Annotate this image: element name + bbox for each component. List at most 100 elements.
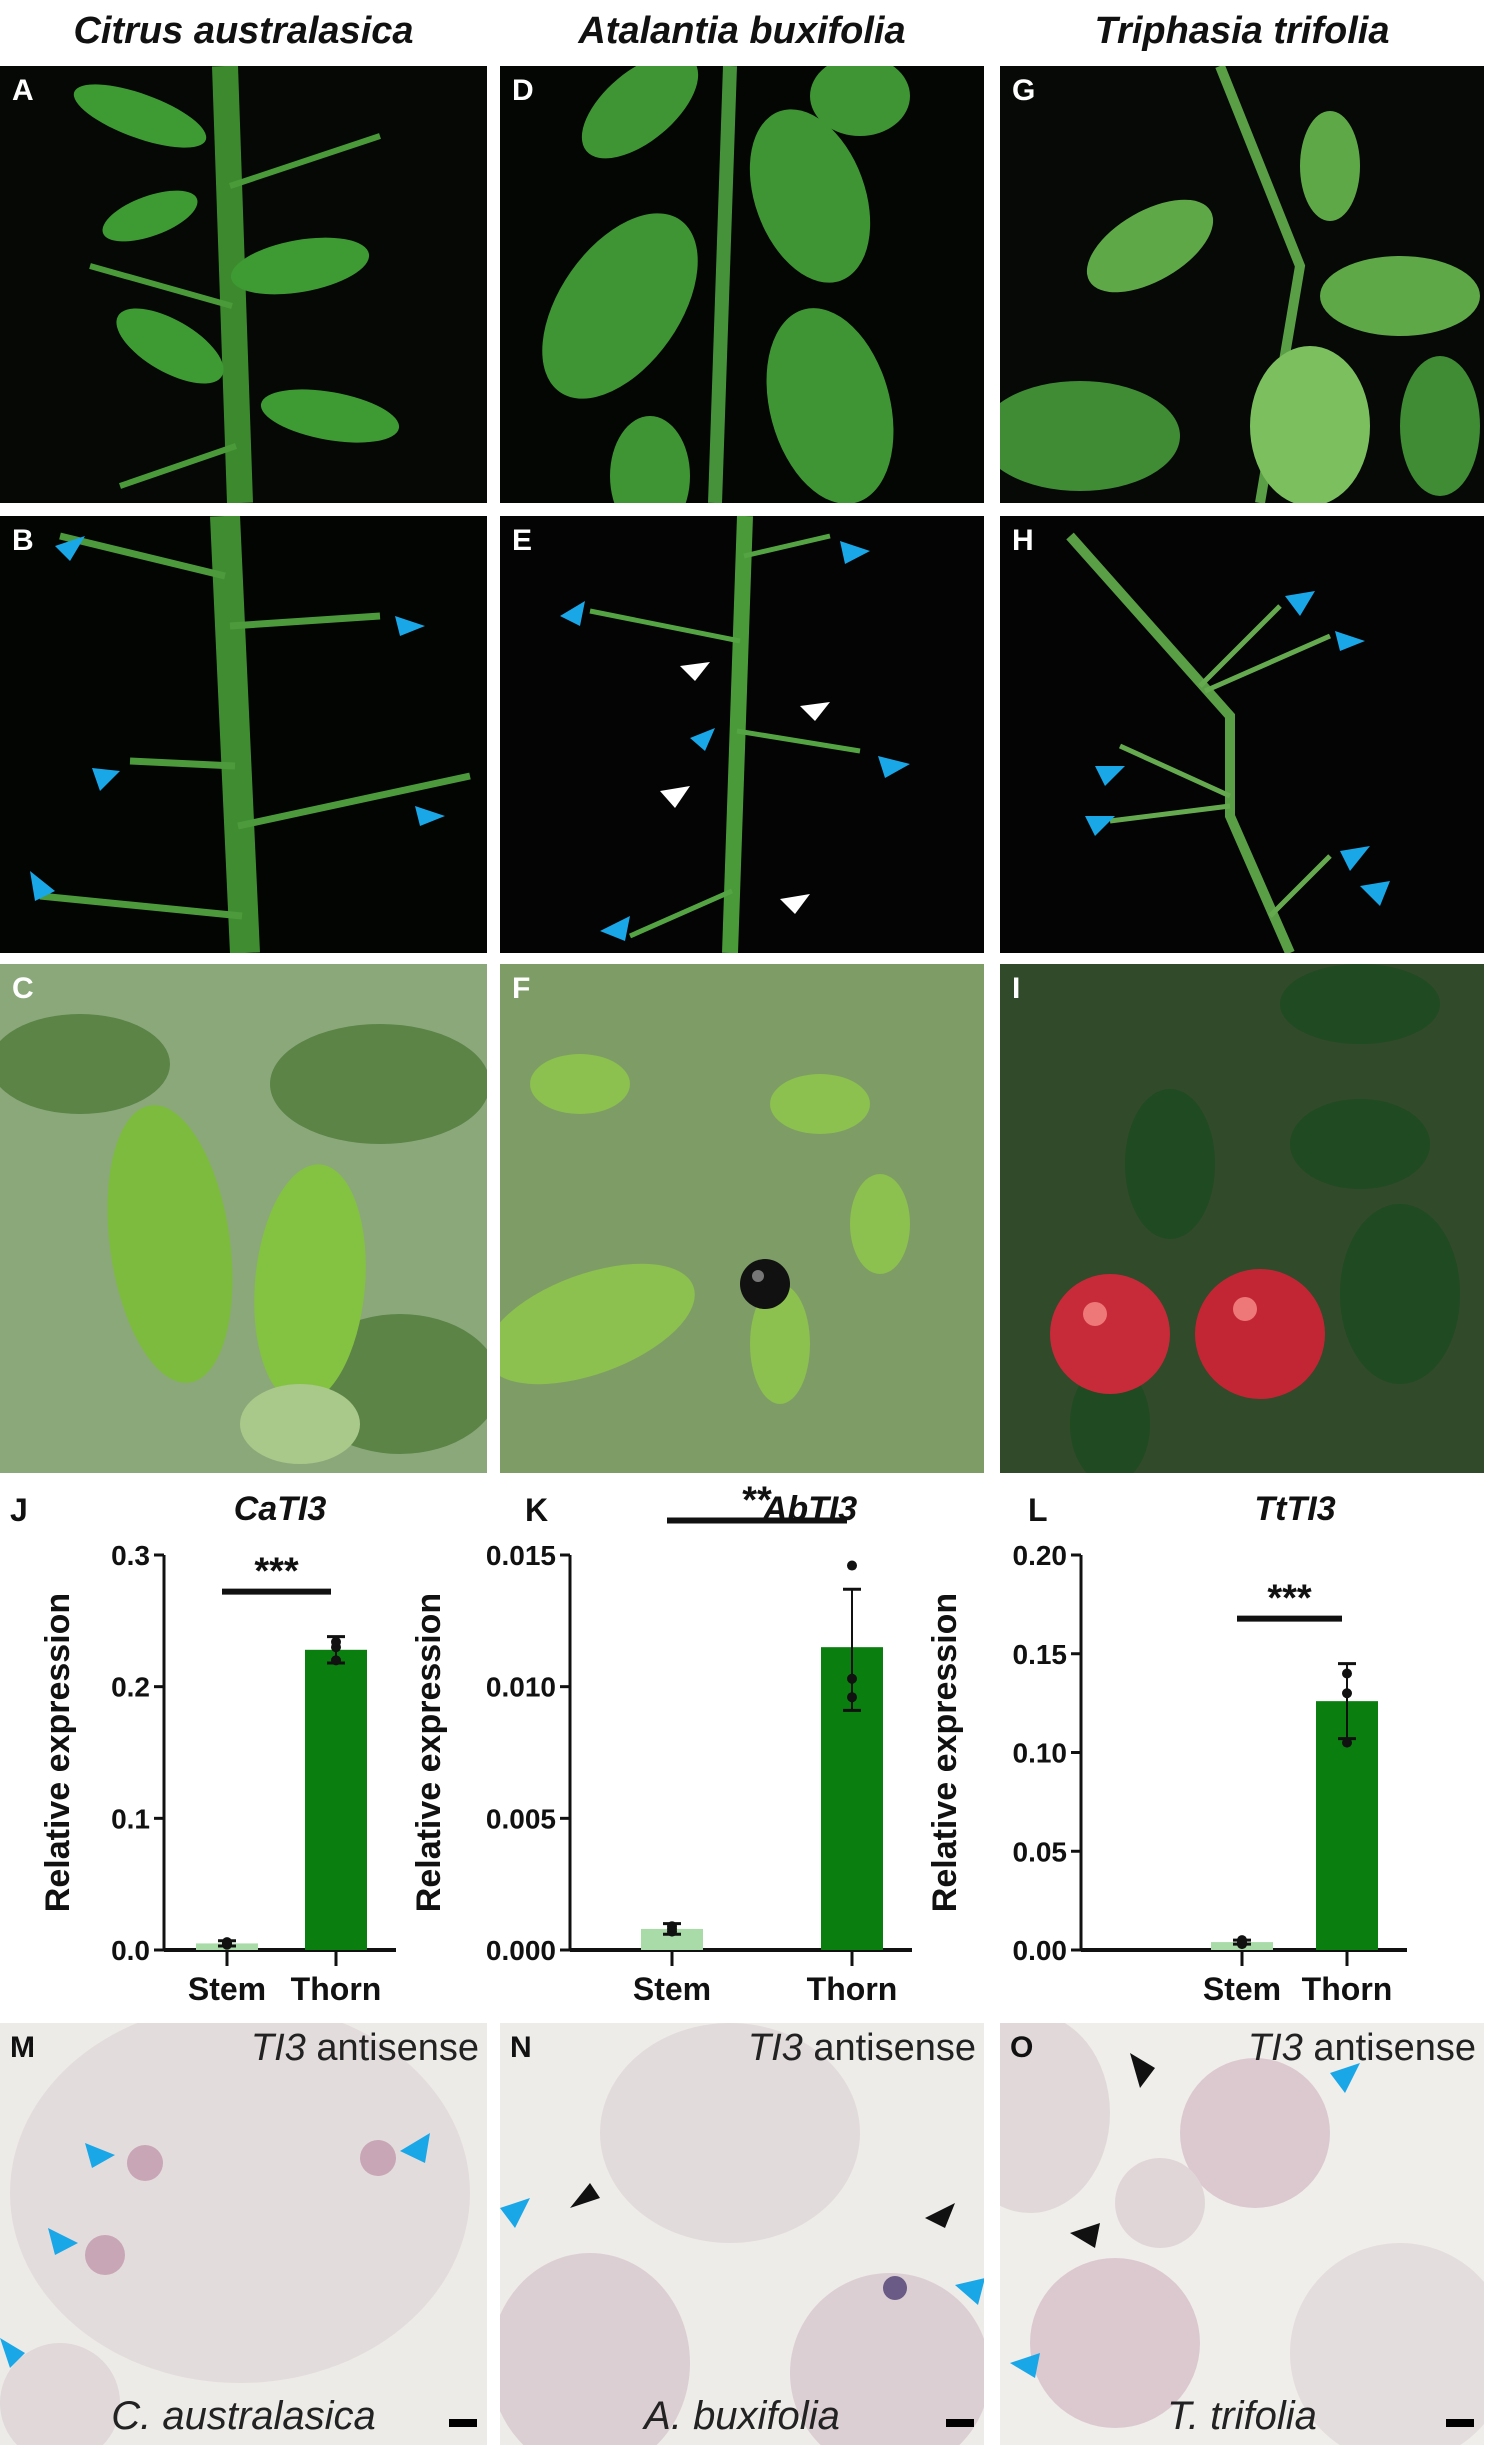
- data-point: [847, 1692, 857, 1703]
- bar-thorn: [1316, 1701, 1378, 1950]
- scale-bar: [449, 2419, 477, 2427]
- tissue-section-image: [0, 2023, 487, 2445]
- panel-label: C: [12, 972, 34, 1005]
- x-tick-label: Thorn: [291, 1971, 382, 2007]
- triphasia-fruit-image: [1000, 964, 1484, 1473]
- photo-panel-g: G: [1000, 66, 1484, 503]
- panel-label: M: [10, 2031, 35, 2064]
- panel-label-l: L: [1028, 1492, 1048, 1528]
- data-point: [222, 1937, 232, 1948]
- probe-label: TI3 antisense: [748, 2027, 976, 2070]
- data-point: [1342, 1668, 1352, 1679]
- data-point: [667, 1926, 677, 1937]
- bar-stem: [641, 1928, 703, 1950]
- species-label: C. australasica: [111, 2394, 376, 2438]
- significance-label: ***: [1267, 1578, 1312, 1620]
- data-point: [1237, 1939, 1247, 1950]
- data-point: [222, 1939, 232, 1950]
- blue-arrowheads: [30, 536, 445, 901]
- y-tick-label: 0.015: [486, 1540, 556, 1571]
- column-title-atalantia-buxifolia: Atalantia buxifolia: [578, 10, 906, 52]
- panel-label-k: K: [525, 1492, 549, 1528]
- panel-label: F: [512, 972, 531, 1005]
- data-point: [1237, 1937, 1247, 1948]
- x-tick-label: Stem: [1203, 1971, 1281, 2007]
- finger-lime-fruit-image: [0, 964, 487, 1473]
- x-tick-label: Thorn: [1302, 1971, 1393, 2007]
- y-tick-label: 0.20: [1013, 1540, 1068, 1571]
- ish-panel-m: M TI3 antisense C. australasica: [0, 2023, 487, 2445]
- y-tick-label: 0.3: [111, 1540, 150, 1571]
- trifoliate-leaves-image: [1000, 66, 1480, 503]
- scale-bar: [1446, 2419, 1474, 2427]
- data-point: [331, 1655, 341, 1666]
- data-point: [1342, 1737, 1352, 1748]
- chart-title-l: TtTI3: [1254, 1490, 1336, 1528]
- ish-panel-o: O TI3 antisense T. trifolia: [1000, 2023, 1484, 2445]
- y-axis-label: Relative expression: [926, 1593, 964, 1912]
- panel-label: I: [1012, 972, 1021, 1005]
- significance-label: ***: [254, 1551, 299, 1593]
- chart-title-k: AbTI3: [762, 1490, 858, 1528]
- column-title-triphasia-trifolia: Triphasia trifolia: [1094, 10, 1390, 52]
- bar-stem: [1211, 1942, 1273, 1950]
- panel-label: B: [12, 524, 34, 557]
- panel-label: H: [1012, 524, 1034, 557]
- probe-gene: TI3: [250, 2027, 306, 2069]
- species-label: A. buxifolia: [644, 2394, 840, 2438]
- y-tick-label: 0.00: [1013, 1935, 1068, 1966]
- y-tick-label: 0.0: [111, 1935, 150, 1966]
- thorny-branch-image: [73, 66, 400, 503]
- atalantia-fruit-image: [500, 964, 984, 1473]
- tissue-section-image: [500, 2023, 984, 2445]
- photo-panel-a: A: [0, 66, 487, 503]
- column-title-citrus-australasica: Citrus australasica: [73, 10, 414, 52]
- bar-stem: [196, 1943, 258, 1950]
- photo-panel-e: E: [500, 516, 984, 953]
- species-label: T. trifolia: [1167, 2394, 1317, 2438]
- y-axis-label: Relative expression: [39, 1593, 77, 1912]
- panel-label: E: [512, 524, 533, 557]
- data-point: [667, 1921, 677, 1932]
- thorn-closeup-image: [30, 516, 471, 953]
- thorn-closeup-image: [560, 516, 910, 953]
- panel-label-j: J: [10, 1492, 28, 1528]
- scale-bar: [946, 2419, 974, 2427]
- ish-panel-n: N TI3 antisense A. buxifolia: [500, 2023, 984, 2445]
- photo-panel-h: H: [1000, 516, 1484, 953]
- panel-label: O: [1010, 2031, 1034, 2064]
- data-point: [222, 1938, 232, 1949]
- y-tick-label: 0.000: [486, 1935, 556, 1966]
- photo-panel-d: D: [500, 66, 984, 503]
- data-point: [1237, 1935, 1247, 1946]
- bar-thorn: [821, 1647, 883, 1950]
- y-tick-label: 0.15: [1013, 1639, 1068, 1670]
- y-tick-label: 0.010: [486, 1672, 556, 1703]
- probe-type: antisense: [1302, 2027, 1476, 2069]
- y-tick-label: 0.05: [1013, 1836, 1068, 1867]
- tissue-section-image: [1000, 2023, 1484, 2445]
- probe-gene: TI3: [747, 2027, 803, 2069]
- photo-panel-c: C: [0, 964, 487, 1473]
- y-tick-label: 0.2: [111, 1672, 150, 1703]
- data-point: [667, 1923, 677, 1934]
- y-axis-label: Relative expression: [410, 1593, 448, 1912]
- data-point: [331, 1642, 341, 1653]
- y-tick-label: 0.1: [111, 1803, 150, 1834]
- chart-title-j: CaTI3: [233, 1490, 327, 1528]
- probe-label: TI3 antisense: [1248, 2027, 1476, 2070]
- x-tick-label: Stem: [633, 1971, 711, 2007]
- branch-with-leaves-image: [542, 66, 910, 503]
- photo-panel-b: B: [0, 516, 487, 953]
- probe-label: TI3 antisense: [251, 2027, 479, 2070]
- data-point: [331, 1636, 341, 1647]
- probe-type: antisense: [802, 2027, 976, 2069]
- data-point: [1342, 1688, 1352, 1699]
- data-point: [847, 1673, 857, 1684]
- thorn-closeup-image: [1066, 532, 1390, 953]
- y-tick-label: 0.005: [486, 1803, 556, 1834]
- panel-label: D: [512, 74, 534, 107]
- probe-gene: TI3: [1247, 2027, 1303, 2069]
- panel-label: G: [1012, 74, 1036, 107]
- x-tick-label: Thorn: [807, 1971, 898, 2007]
